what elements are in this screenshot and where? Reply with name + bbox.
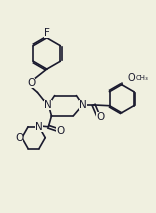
Text: O: O xyxy=(56,126,64,136)
Text: N: N xyxy=(44,100,52,110)
Text: O: O xyxy=(27,78,35,88)
Text: N: N xyxy=(79,100,87,110)
Text: O: O xyxy=(97,112,105,122)
Text: N: N xyxy=(35,122,43,132)
Text: F: F xyxy=(44,28,50,38)
Text: O: O xyxy=(15,133,23,143)
Text: CH₃: CH₃ xyxy=(136,75,149,81)
Text: O: O xyxy=(127,73,135,83)
